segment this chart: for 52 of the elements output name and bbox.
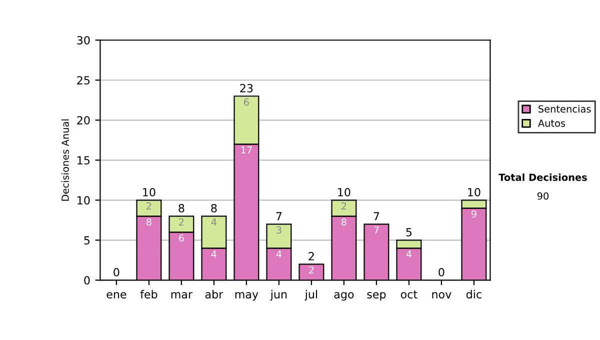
data-label: 6 xyxy=(179,234,184,242)
total-label: 5 xyxy=(406,228,412,236)
x-tick-label: dic xyxy=(466,290,482,298)
data-label: 9 xyxy=(471,210,476,218)
x-tick-label: nov xyxy=(432,292,452,298)
y-tick-label: 0 xyxy=(84,276,90,285)
text: Total Decisiones xyxy=(498,173,587,181)
data-label: 3 xyxy=(276,226,282,234)
x-tick-label: jul xyxy=(304,290,318,301)
total-label: 8 xyxy=(178,204,184,212)
x-tick-label: sep xyxy=(367,292,386,301)
data-label: 2 xyxy=(309,266,314,274)
y-tick-label: 10 xyxy=(78,196,90,205)
y-tick-label: 30 xyxy=(77,36,90,44)
total-label: 10 xyxy=(143,188,156,196)
data-label: 2 xyxy=(342,202,346,210)
data-label: 4 xyxy=(211,218,216,226)
text: 90 xyxy=(537,192,549,200)
x-tick-label: mar xyxy=(171,292,193,298)
total-label: 10 xyxy=(468,188,480,196)
total-label: 2 xyxy=(308,252,314,260)
y-tick-label: 5 xyxy=(84,236,90,245)
data-label: 7 xyxy=(374,226,379,234)
x-tick-label: oct xyxy=(400,290,418,298)
data-label: 6 xyxy=(244,98,249,106)
x-tick-label: abr xyxy=(205,290,224,298)
data-label: 2 xyxy=(146,202,152,210)
data-label: 8 xyxy=(342,218,346,226)
x-tick-label: may xyxy=(235,292,258,301)
data-label: 4 xyxy=(211,250,216,258)
total-label: 0 xyxy=(114,268,120,276)
total-label: 10 xyxy=(338,188,350,196)
total-label: 8 xyxy=(211,204,217,212)
total-label: 23 xyxy=(240,84,253,92)
total-label: 7 xyxy=(374,212,380,220)
total-label: 7 xyxy=(276,212,282,220)
legend-label: Sentencias xyxy=(538,105,591,113)
x-tick-label: feb xyxy=(140,290,158,298)
data-label: 17 xyxy=(241,146,252,154)
y-tick-label: 25 xyxy=(77,76,90,85)
total-label: 0 xyxy=(438,268,444,276)
data-label: 4 xyxy=(406,250,412,258)
x-tick-label: jun xyxy=(270,290,287,301)
y-axis-title: Decisiones Anual xyxy=(61,119,69,201)
legend-label: Autos xyxy=(538,120,566,127)
y-tick-label: 15 xyxy=(78,156,90,165)
x-tick-label: ene xyxy=(106,292,126,298)
data-label: 4 xyxy=(276,250,282,258)
y-tick-label: 20 xyxy=(77,116,90,125)
data-label: 8 xyxy=(146,218,152,226)
data-label: 2 xyxy=(179,218,184,226)
x-tick-label: ago xyxy=(334,292,354,301)
